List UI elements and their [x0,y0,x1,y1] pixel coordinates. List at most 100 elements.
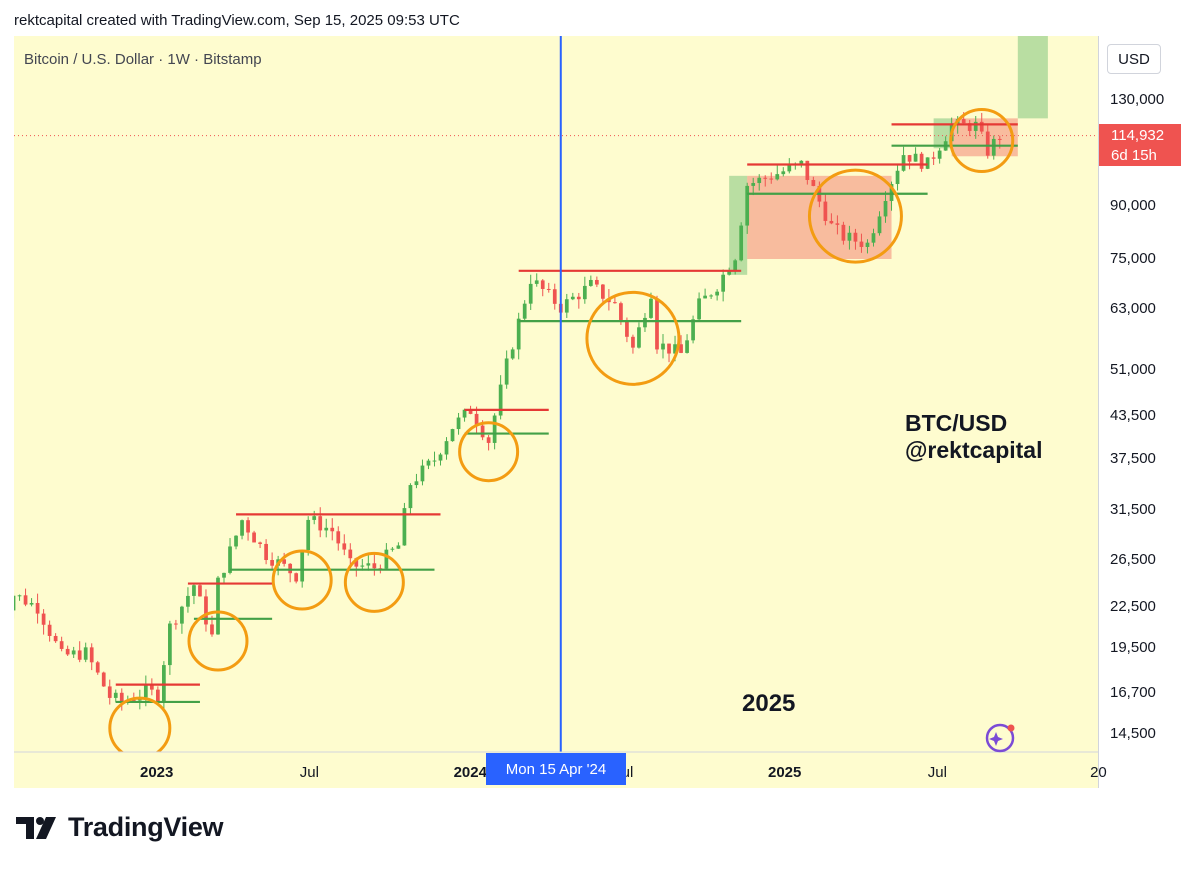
candle-up [450,429,455,442]
candle-up [6,610,10,617]
candle-up [661,343,665,350]
price-tick-label: 63,000 [1110,300,1156,318]
year-annotation: 2025 [742,690,796,717]
candle-up [228,546,232,573]
candle-up [847,232,852,241]
time-tick-label: Jul [927,764,947,781]
candle-down [294,573,299,582]
candle-down [252,532,256,543]
candle-down [601,284,605,299]
candle-up [186,595,190,607]
price-tick-label: 90,000 [1110,197,1156,215]
candle-up [973,121,978,131]
candle-down [174,623,178,625]
candle-down [89,647,94,663]
candle-down [835,223,840,225]
candle-up [396,545,401,549]
candle-up [637,327,641,348]
candle-up [991,138,996,156]
assistant-icon-dot [1007,724,1015,732]
candle-up [775,174,780,180]
price-tick-label: 51,000 [1110,361,1156,379]
candle-up [408,485,413,509]
attribution-text: rektcapital created with TradingView.com… [14,12,460,29]
candle-up [192,585,196,596]
candle-up [697,298,701,320]
time-tick-label: 2025 [768,764,802,781]
candle-up [510,349,515,359]
candle-up [143,684,148,698]
candle-up [787,165,792,172]
tradingview-logo[interactable]: TradingView [16,812,224,843]
candle-down [841,224,846,241]
candle-down [330,527,335,532]
candle-down [631,336,635,348]
candle-down [594,279,599,285]
candle-down [348,549,353,559]
candle-up [522,303,527,319]
candle-down [576,296,581,300]
candle-up [432,460,437,462]
candle-up [390,548,395,550]
price-tick-label: 31,500 [1110,500,1156,518]
candle-up [504,358,509,385]
candle-up [17,595,22,597]
time-tick-label: 20 [1090,764,1107,781]
candle-up [871,233,876,243]
candle-up [162,665,166,702]
candle-up [564,299,569,313]
candle-up [925,157,930,169]
candle-up [709,295,713,297]
candle-down [204,596,208,625]
candle-up [649,298,653,318]
candle-up [438,454,443,461]
assistant-icon-star [989,732,1003,746]
candle-up [721,274,726,292]
candle-up [937,150,942,159]
price-tick-label: 16,700 [1110,684,1156,702]
candle-down [372,563,377,569]
candle-up [306,519,311,551]
candle-up [402,508,407,546]
retest-circle [807,168,903,264]
candle-down [35,602,40,614]
assistant-icon-ring [985,723,1015,753]
candle-down [811,179,816,186]
retest-circle [585,290,681,386]
candle-down [480,425,485,438]
candle-down [967,123,972,131]
candle-up [222,572,226,578]
candle-up [240,520,244,536]
handle-text: @rektcapital [905,437,1043,463]
time-tick-label: 2023 [140,764,174,781]
candle-down [77,650,82,660]
pair-text: BTC/USD [905,410,1008,436]
candle-down [149,684,154,690]
candle-down [540,280,545,289]
candle-up [113,692,118,698]
candle-down [907,155,912,162]
candle-down [155,689,160,702]
candle-down [53,635,58,642]
candle-down [246,520,250,533]
currency-button[interactable]: USD [1107,44,1161,74]
candle-up [324,527,329,531]
candle-down [625,319,629,337]
retest-circle [949,108,1015,174]
price-tick-label: 19,500 [1110,639,1156,657]
position-box-target [729,175,748,275]
candle-up [234,535,238,547]
candle-up [673,344,677,354]
candle-down [95,662,100,673]
candle-down [59,641,64,649]
candle-down [667,343,671,354]
candle-up [462,409,467,418]
pair-annotation: BTC/USD @rektcapital [905,410,1042,464]
plot-layer [0,36,1048,752]
candle-up [0,618,3,624]
candle-up [570,296,575,300]
candle-up [216,577,220,635]
candle-down [979,121,984,132]
candle-down [342,543,347,550]
symbol-label[interactable]: Bitcoin / U.S. Dollar · 1W · Bitstamp [24,51,262,68]
